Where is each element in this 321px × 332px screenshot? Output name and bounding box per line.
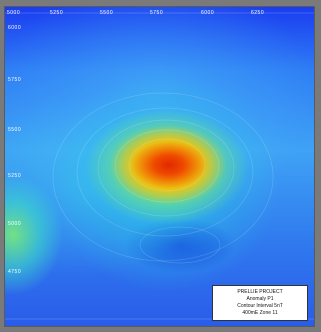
x-tick-label: 5250 [50, 10, 64, 16]
y-tick-label: 6000 [8, 25, 22, 31]
y-tick-label: 4750 [8, 269, 22, 275]
anomaly-label: Anomaly P1 [246, 296, 274, 302]
y-tick-label: 5500 [8, 127, 22, 133]
y-tick-label: 5000 [8, 221, 22, 227]
x-tick-label: 6250 [251, 10, 265, 16]
y-tick-label: 5750 [8, 77, 22, 83]
contour-lines [52, 92, 274, 264]
x-tick-label: 5750 [150, 10, 164, 16]
y-tick-label: 5250 [8, 173, 22, 179]
project-title: PRELLIE PROJECT [237, 289, 283, 295]
x-tick-label: 5500 [100, 10, 114, 16]
x-tick-label: 6000 [201, 10, 215, 16]
magnetic-anomaly-map: 5000 5250 5500 5750 6000 6250 6000 5750 … [4, 6, 315, 327]
map-legend-box: PRELLIE PROJECT Anomaly P1 Contour Inter… [212, 285, 308, 321]
coordinate-grid [5, 12, 314, 320]
x-tick-label: 5000 [7, 10, 21, 16]
contour-interval-label: Contour Interval 5nT [237, 303, 283, 309]
zone-label: 400mE Zone 11 [242, 310, 278, 316]
